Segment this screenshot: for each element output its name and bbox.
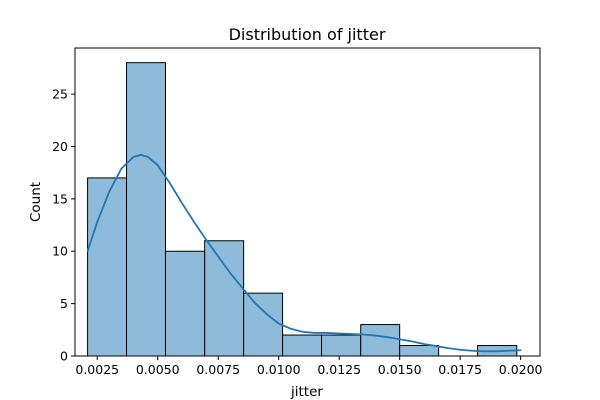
histogram-bar-5 bbox=[282, 334, 323, 357]
y-tick-label: 0 bbox=[60, 349, 68, 364]
kde-curve bbox=[86, 153, 522, 353]
x-tick-label: 0.0025 bbox=[75, 362, 119, 377]
histogram-bar-0 bbox=[87, 177, 128, 357]
y-tick-label: 20 bbox=[52, 139, 68, 154]
x-tick-label: 0.0100 bbox=[257, 362, 301, 377]
kde-group bbox=[86, 153, 522, 353]
x-tick-label: 0.0175 bbox=[438, 362, 482, 377]
y-axis-label: Count bbox=[28, 182, 44, 222]
y-tick-label: 5 bbox=[60, 296, 68, 311]
chart-title: Distribution of jitter bbox=[229, 25, 386, 44]
x-axis-ticks: 0.0025 0.0050 0.0075 0.0100 0.0125 0.0150 0.01… bbox=[75, 356, 543, 377]
plot-frame bbox=[74, 47, 541, 357]
x-tick-label: 0.0050 bbox=[136, 362, 180, 377]
x-tick-label: 0.0200 bbox=[499, 362, 543, 377]
histogram-bar-2 bbox=[164, 250, 206, 357]
x-tick-label: 0.0125 bbox=[317, 362, 361, 377]
y-tick-label: 10 bbox=[52, 244, 68, 259]
histogram-bar-3 bbox=[204, 240, 245, 357]
y-tick-label: 15 bbox=[52, 191, 68, 206]
histogram-bar-1 bbox=[126, 62, 166, 357]
histogram-bar-6 bbox=[321, 334, 362, 357]
x-tick-label: 0.0075 bbox=[196, 362, 240, 377]
histogram-bar-4 bbox=[243, 292, 284, 357]
y-axis-ticks: 0 5 10 15 20 25 bbox=[52, 87, 75, 364]
histogram-bar-7 bbox=[360, 324, 401, 357]
bars-group bbox=[87, 62, 518, 357]
x-tick-label: 0.0150 bbox=[378, 362, 422, 377]
y-tick-label: 25 bbox=[52, 87, 68, 102]
histogram-bar-8 bbox=[399, 345, 440, 357]
x-axis-label: jitter bbox=[290, 384, 323, 400]
